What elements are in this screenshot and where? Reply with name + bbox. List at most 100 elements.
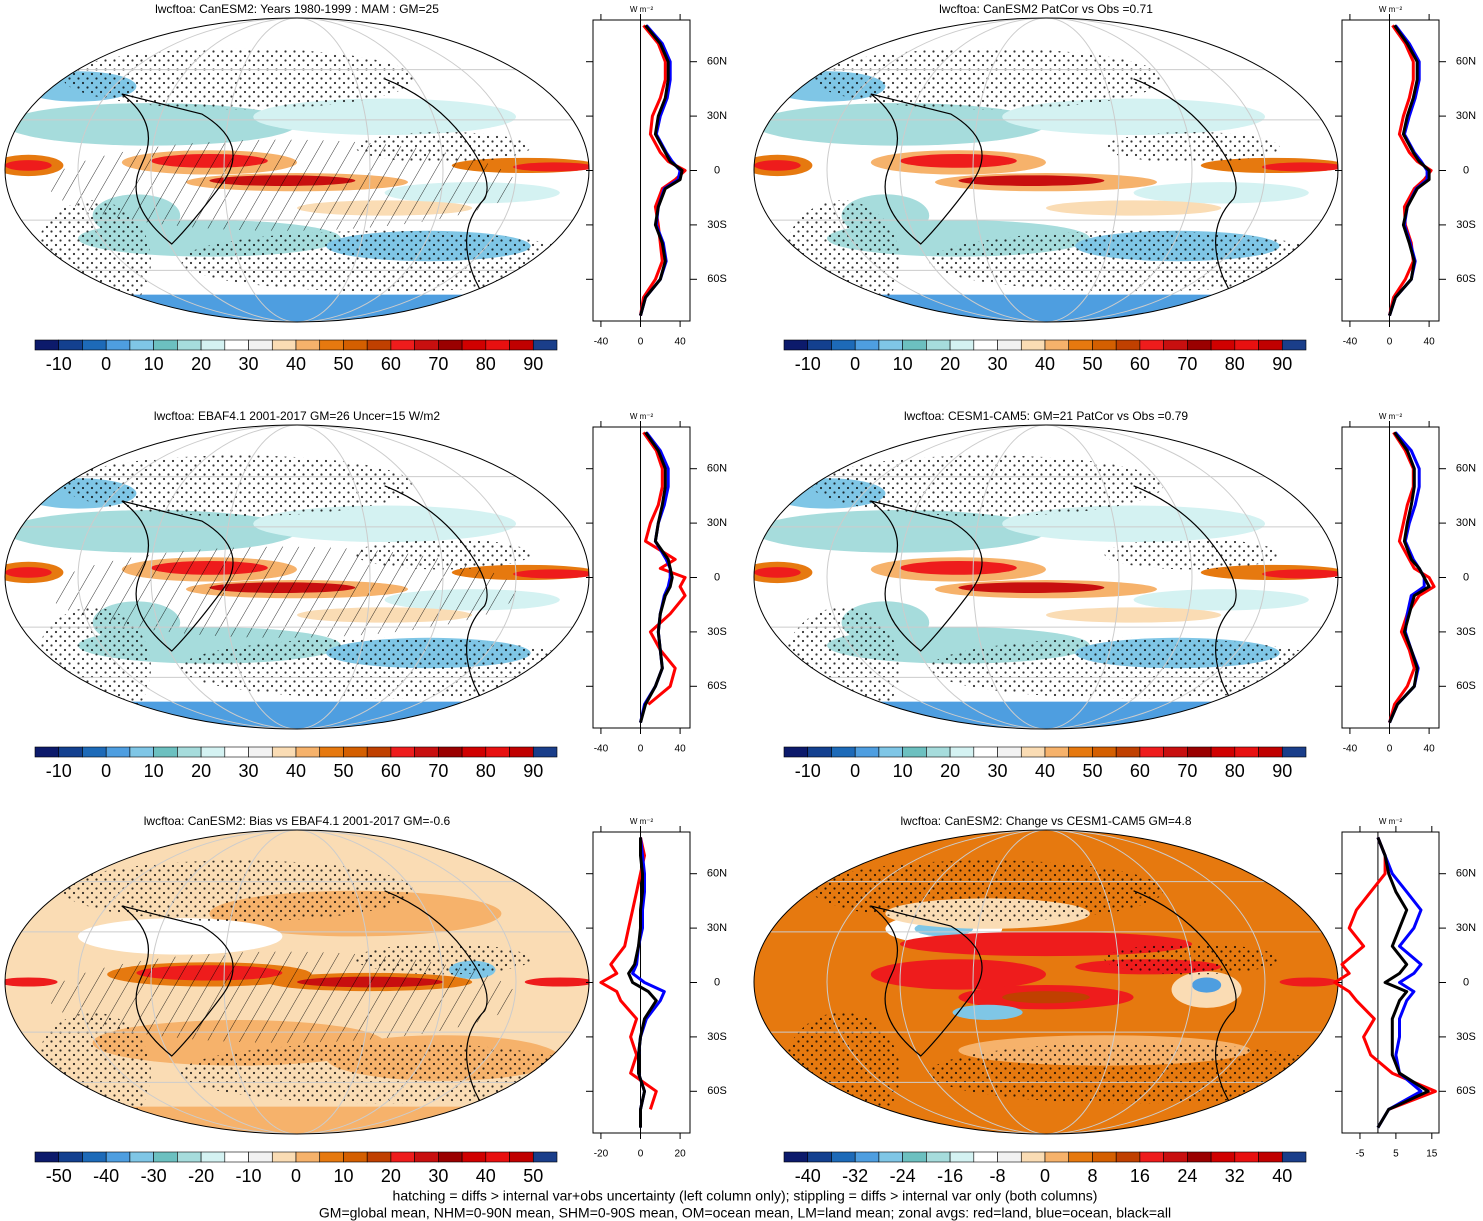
- colorbar-box: [319, 1151, 344, 1163]
- coastline: [870, 78, 1245, 320]
- colorbar-label: 10: [333, 1166, 353, 1186]
- colorbar-box: [831, 746, 856, 758]
- colorbar-box: [248, 746, 273, 758]
- colorbar-box: [854, 339, 880, 351]
- colorbar-box: [248, 1151, 273, 1163]
- colorbar-box: [34, 339, 60, 351]
- colorbar-box: [105, 339, 131, 351]
- map-field: [754, 567, 801, 578]
- colorbar-box: [177, 339, 202, 351]
- colorbar-box: [129, 746, 154, 758]
- colorbar-box: [1115, 339, 1141, 351]
- colorbar-label: 20: [191, 761, 211, 781]
- colorbar-box: [1115, 746, 1141, 758]
- zonal-frame: [1341, 19, 1440, 322]
- colorbar-box: [1092, 339, 1117, 351]
- colorbar-box: [271, 339, 297, 351]
- colorbar-box: [997, 339, 1022, 351]
- stipple: [929, 230, 1338, 292]
- colorbar-box: [902, 746, 927, 758]
- colorbar-box: [390, 1151, 415, 1163]
- colorbar-box: [343, 339, 368, 351]
- colorbar-label: 70: [428, 354, 448, 374]
- map-field: [958, 175, 1105, 186]
- stipple: [180, 1042, 589, 1104]
- colorbar-label: 30: [239, 761, 259, 781]
- map-field: [900, 561, 1017, 575]
- colorbar-box: [1020, 1151, 1046, 1163]
- x-tick-label: 15: [1426, 1149, 1438, 1160]
- colorbar-label: 24: [1177, 1166, 1197, 1186]
- colorbar-label: 32: [1225, 1166, 1245, 1186]
- colorbar-box: [878, 339, 903, 351]
- zonal-line: [1388, 24, 1433, 316]
- colorbar-box: [200, 339, 226, 351]
- colorbar-label: -32: [842, 1166, 868, 1186]
- colorbar-label: 60: [1130, 761, 1150, 781]
- x-tick-label: 0: [638, 744, 644, 755]
- colorbar-box: [58, 1151, 83, 1163]
- antarctic: [754, 294, 1338, 322]
- y-tick-label: 0: [714, 164, 720, 176]
- meridian: [223, 425, 371, 729]
- colorbar-box: [461, 746, 487, 758]
- map-field: [253, 98, 516, 136]
- colorbar-box: [271, 1151, 297, 1163]
- map-field: [5, 510, 297, 553]
- map-field: [5, 103, 297, 146]
- colorbar-box: [82, 1151, 107, 1163]
- coastline: [870, 485, 1245, 727]
- colorbar-box: [1068, 339, 1093, 351]
- colorbar-box: [831, 1151, 856, 1163]
- x-tick-label: 40: [1424, 744, 1436, 755]
- colorbar-label: 60: [381, 354, 401, 374]
- meridian: [150, 18, 444, 322]
- colorbar-label: 0: [101, 761, 111, 781]
- colorbar-box: [1210, 339, 1236, 351]
- colorbar-box: [414, 1151, 439, 1163]
- zonal-line: [1388, 431, 1436, 723]
- colorbar-box: [82, 339, 107, 351]
- map-field: [1046, 200, 1222, 216]
- y-tick-label: 60N: [707, 868, 727, 880]
- unit-label: W m⁻²: [1379, 412, 1403, 421]
- colorbar-label: 10: [144, 354, 164, 374]
- map-field: [513, 569, 589, 579]
- colorbar-label: 90: [1272, 354, 1292, 374]
- zonal-line: [599, 837, 658, 1110]
- y-tick-label: 30N: [707, 517, 727, 529]
- colorbar-box: [1258, 1151, 1283, 1163]
- meridian: [77, 830, 517, 1134]
- colorbar-box: [854, 1151, 880, 1163]
- colorbar-box: [105, 1151, 131, 1163]
- y-tick-label: 0: [714, 571, 720, 583]
- meridian: [972, 425, 1120, 729]
- x-tick-label: -20: [594, 1149, 609, 1160]
- colorbar-box: [878, 1151, 903, 1163]
- colorbar-box: [854, 746, 880, 758]
- zonal-line: [1376, 836, 1430, 1129]
- map-field: [870, 959, 1046, 990]
- zonal-line: [639, 431, 674, 723]
- colorbar-box: [1234, 339, 1259, 351]
- map-field: [1192, 977, 1222, 993]
- stipple: [783, 607, 900, 729]
- colorbar-box: [1210, 1151, 1236, 1163]
- colorbar-box: [926, 1151, 951, 1163]
- colorbar-label: -20: [188, 1166, 214, 1186]
- colorbar-box: [105, 746, 131, 758]
- map: [754, 425, 1338, 729]
- colorbar-label: 40: [1035, 354, 1055, 374]
- y-tick-label: 30S: [707, 1031, 727, 1043]
- coastline: [121, 485, 496, 727]
- colorbar-label: 30: [988, 761, 1008, 781]
- y-tick-label: 60S: [707, 680, 727, 692]
- colorbar-box: [58, 746, 83, 758]
- colorbar-label: 50: [1082, 761, 1102, 781]
- meridian: [972, 830, 1120, 1134]
- zonal-line: [639, 24, 684, 316]
- hatching: [48, 951, 516, 1043]
- map: [5, 425, 589, 729]
- colorbar-box: [1163, 746, 1188, 758]
- y-tick-label: 0: [1463, 976, 1469, 988]
